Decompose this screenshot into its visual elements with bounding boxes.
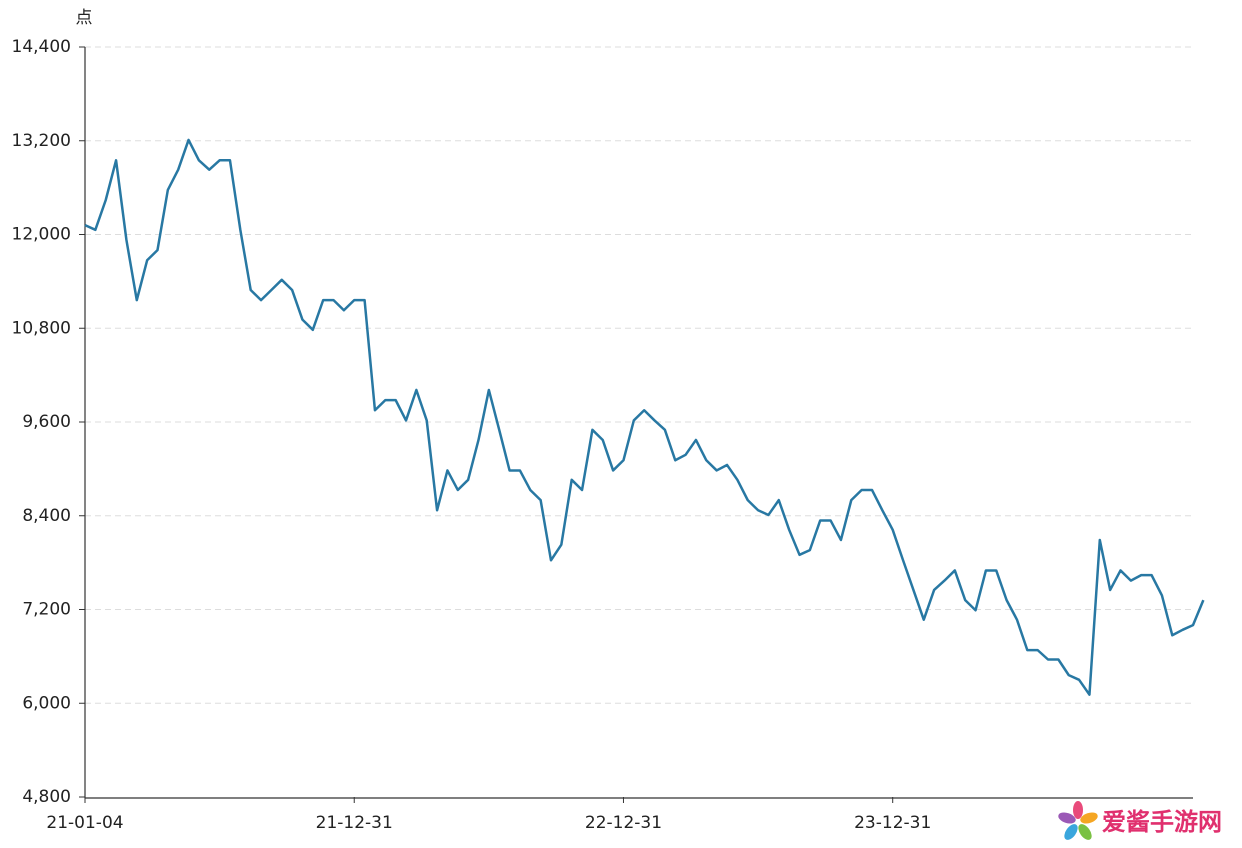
y-tick-label: 12,000	[12, 225, 71, 245]
y-tick-label: 9,600	[22, 412, 71, 432]
y-tick-label: 8,400	[22, 506, 71, 526]
watermark: 爱酱手游网	[1102, 808, 1222, 836]
y-tick-label: 13,200	[12, 131, 71, 151]
x-tick-label: 23-12-31	[854, 813, 931, 833]
x-tick-label: 21-01-04	[46, 813, 123, 833]
x-tick-label: 21-12-31	[316, 813, 393, 833]
y-tick-label: 7,200	[22, 600, 71, 620]
y-axis-label: 点	[76, 8, 93, 28]
y-tick-label: 6,000	[22, 693, 71, 713]
x-tick-label: 22-12-31	[585, 813, 662, 833]
watermark-logo	[1058, 801, 1098, 840]
y-tick-label: 4,800	[22, 787, 71, 807]
y-tick-label: 10,800	[12, 318, 71, 338]
y-tick-label: 14,400	[12, 37, 71, 57]
series-line	[84, 138, 1205, 696]
